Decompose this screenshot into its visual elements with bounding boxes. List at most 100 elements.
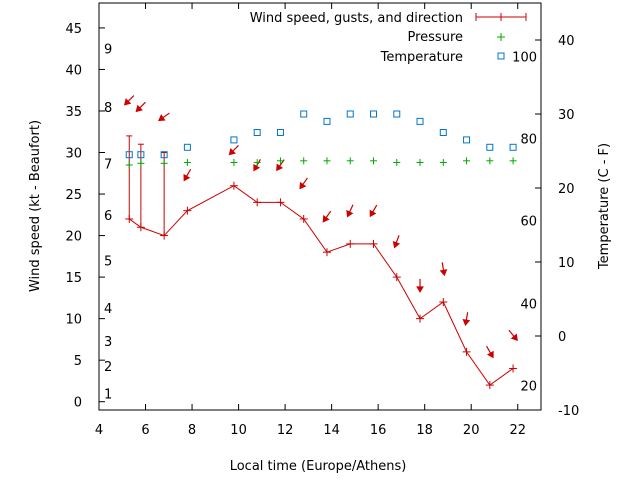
y-axis-label: Wind speed (kt - Beaufort) (28, 120, 43, 292)
temperature-point (253, 129, 261, 136)
beaufort-label: 2 (104, 360, 112, 375)
y-tick-label: 35 (65, 105, 82, 120)
wind-direction-arrow (346, 204, 354, 218)
x-tick-label: 20 (463, 423, 480, 438)
y-tick-label: 30 (65, 147, 82, 162)
wind-speed-point (392, 273, 401, 282)
x-tick-label: 18 (416, 423, 433, 438)
x-axis-label: Local time (Europe/Athens) (230, 459, 407, 474)
temperature-point (137, 151, 145, 159)
temperature-point (439, 129, 447, 136)
y-tick-label: 15 (65, 271, 82, 286)
temperature-point (416, 117, 424, 125)
wind-speed-line (128, 185, 514, 386)
wind-speed-point (322, 248, 331, 257)
fahrenheit-label: 40 (520, 297, 537, 312)
beaufort-label: 4 (104, 302, 112, 317)
wind-speed-point (253, 198, 262, 207)
pressure-point (160, 159, 168, 167)
temperature-point (346, 110, 354, 118)
x-tick-label: 8 (188, 423, 196, 438)
wind-speed-point (299, 214, 308, 223)
wind-direction-arrow (123, 95, 135, 106)
temperature-point (509, 143, 517, 151)
wind-direction-arrow (276, 159, 285, 172)
temperature-point (300, 110, 308, 118)
y-tick-label: 25 (65, 188, 82, 203)
beaufort-label: 6 (104, 209, 112, 224)
pressure-point (463, 157, 471, 165)
pressure-point (416, 158, 424, 166)
wind-direction-arrow (486, 345, 494, 359)
plot-frame (98, 2, 542, 411)
x-tick-label: 6 (141, 423, 149, 438)
legend-sample-wind (475, 13, 527, 21)
pressure-point (125, 161, 133, 169)
y2-tick-label: 0 (558, 330, 566, 345)
y2-tick-label: 20 (558, 182, 575, 197)
wind-direction-arrow (439, 262, 448, 277)
wind-direction-arrow (299, 177, 308, 190)
pressure-point (300, 157, 308, 165)
beaufort-label: 5 (104, 254, 112, 269)
wind-speed-point (416, 314, 425, 323)
pressure-point (276, 157, 284, 165)
wind-direction-arrow (369, 204, 378, 218)
temperature-point (125, 151, 133, 159)
beaufort-label: 9 (104, 43, 112, 58)
pressure-point (393, 158, 401, 166)
x-tick-label: 10 (230, 423, 247, 438)
pressure-point (370, 157, 378, 165)
legend: Wind speed, gusts, and direction Pressur… (250, 11, 527, 65)
y-tick-label: 45 (65, 22, 82, 37)
legend-label-temperature: Temperature (380, 50, 463, 65)
wind-direction-arrow (462, 312, 471, 326)
legend-label-wind: Wind speed, gusts, and direction (250, 11, 463, 26)
y2-tick-label: 40 (558, 34, 575, 49)
wind-speed-point (346, 239, 355, 248)
wind-direction-arrow (416, 278, 424, 293)
pressure-point (346, 157, 354, 165)
plot-layer (123, 95, 518, 390)
pressure-point (509, 157, 517, 165)
pressure-point (253, 158, 261, 166)
beaufort-label: 3 (104, 335, 112, 350)
wind-speed-point (509, 364, 518, 373)
beaufort-label: 7 (104, 157, 112, 172)
y-tick-label: 5 (74, 354, 82, 369)
wind-speed-point (485, 381, 494, 390)
fahrenheit-label: 20 (520, 380, 537, 395)
fahrenheit-label: 60 (520, 215, 537, 230)
temperature-point (323, 117, 331, 125)
temperature-point (160, 151, 168, 159)
temperature-point (276, 129, 284, 136)
wind-direction-arrow (183, 169, 192, 182)
label-layer: Local time (Europe/Athens) Wind speed (k… (28, 120, 612, 474)
beaufort-label: 8 (104, 101, 112, 116)
wind-speed-point (183, 206, 192, 215)
x-tick-label: 14 (323, 423, 340, 438)
x-tick-label: 12 (277, 423, 294, 438)
wind-direction-arrow (508, 329, 518, 341)
temperature-point (463, 136, 471, 144)
wind-direction-arrow (135, 101, 146, 113)
temperature-point (486, 143, 494, 151)
wind-direction-arrow (158, 112, 170, 122)
legend-label-pressure: Pressure (407, 30, 463, 45)
wind-speed-point (462, 347, 471, 356)
pressure-point (323, 157, 331, 165)
temperature-point (230, 136, 238, 144)
pressure-point (230, 158, 238, 166)
axes-layer: 4 6 8 10 12 14 16 18 20 22051015202530354045-1001… (65, 2, 579, 438)
y2-axis-label: Temperature (C - F) (597, 143, 612, 270)
wind-speed-point (369, 239, 378, 248)
y2-tick-label: 10 (558, 256, 575, 271)
wind-speed-point (439, 298, 448, 307)
pressure-point (183, 158, 191, 166)
wind-direction-arrow (322, 210, 332, 223)
temperature-point (183, 143, 191, 151)
wind-speed-point (229, 181, 238, 190)
pressure-point (486, 157, 494, 165)
y-tick-label: 40 (65, 63, 82, 78)
